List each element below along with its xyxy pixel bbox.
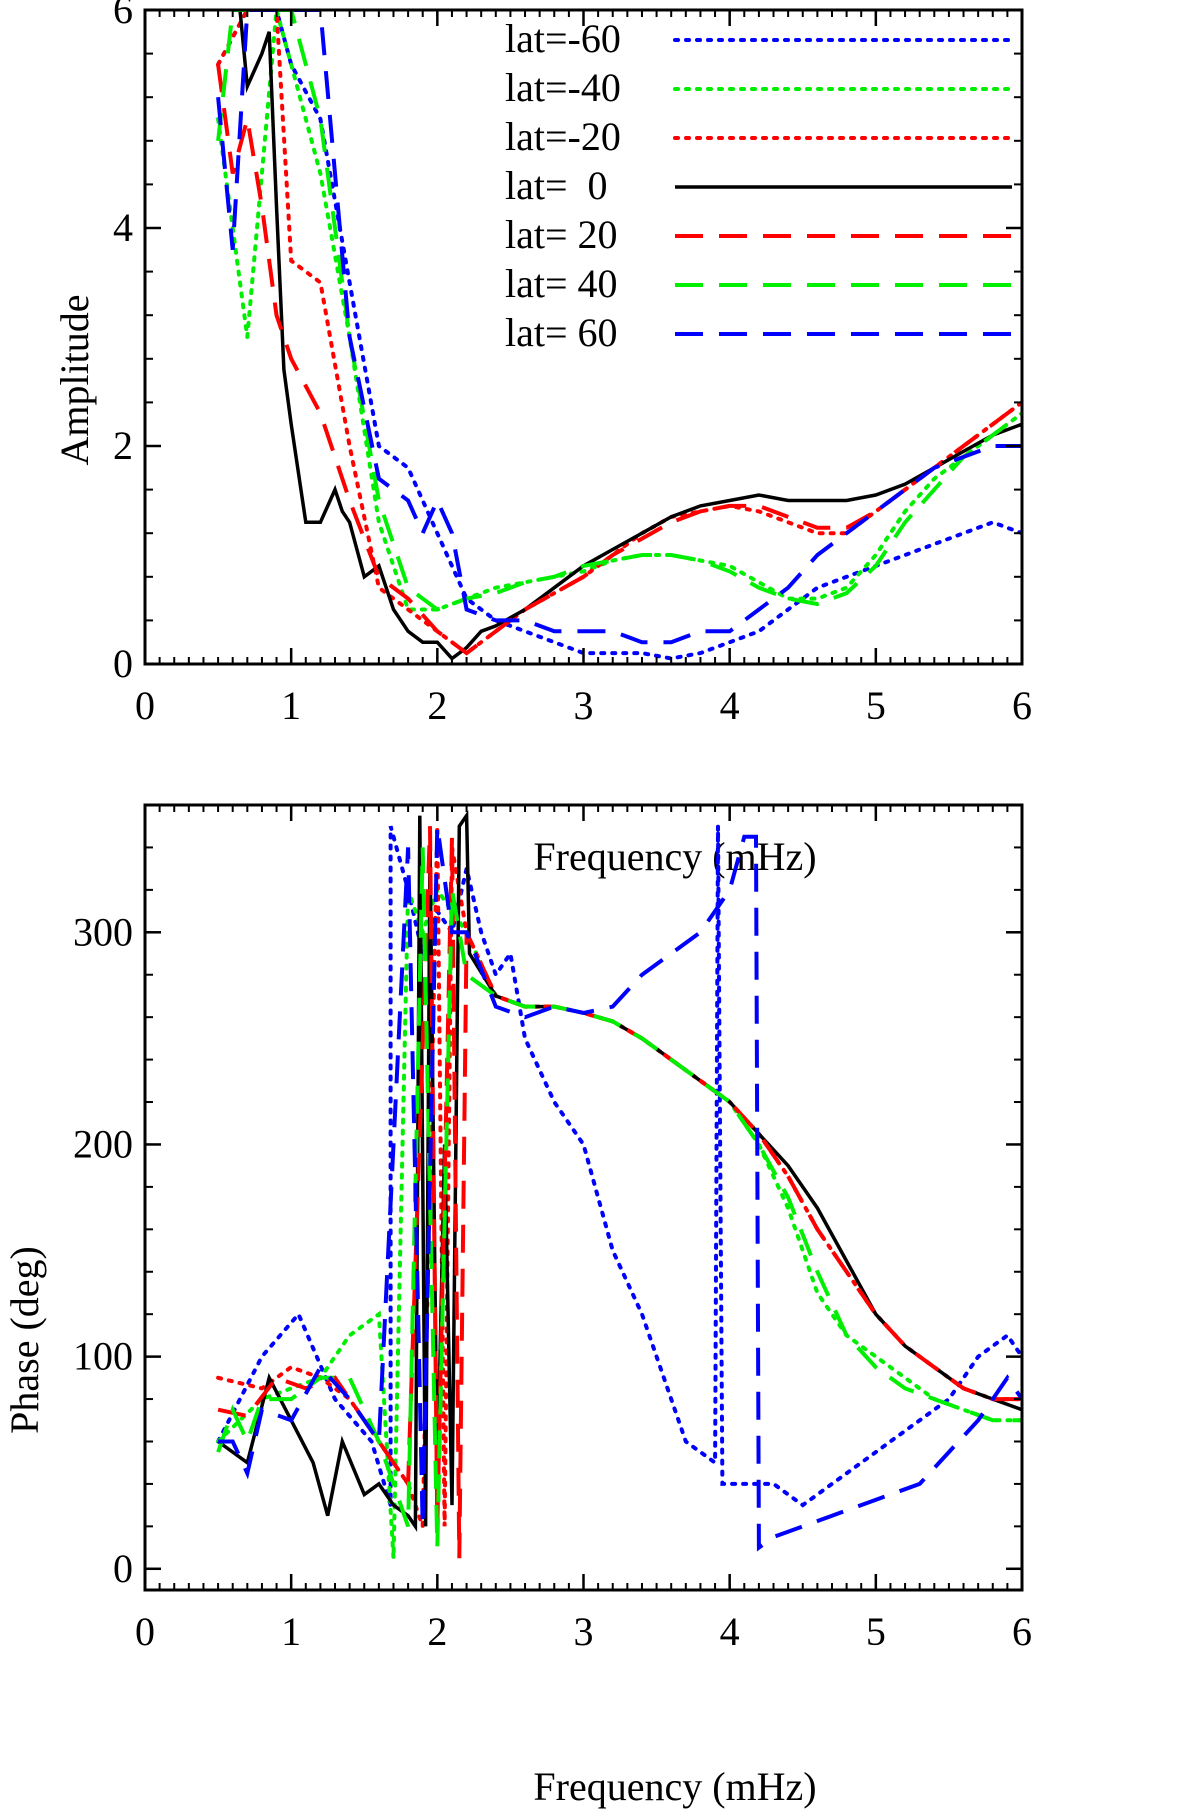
series-line-lat-40: [216, 10, 1022, 612]
y-tick-label: 0: [113, 641, 133, 686]
amplitude-panel: 0 1 2 3 4 5 6 0 2 4 6 Frequency (mHz) Amplitude la…: [52, 0, 1032, 879]
series-line-lat40: [216, 10, 1022, 612]
series-line-lat40: [216, 847, 1022, 1548]
y-tick-label: 100: [73, 1334, 133, 1379]
x-tick-label: 4: [720, 683, 740, 728]
legend-label: lat=-40: [505, 65, 621, 110]
series-line-lat20: [217, 826, 1022, 1559]
series-line-lat0: [238, 10, 1022, 661]
series-line-lat-20: [216, 826, 1022, 1528]
phase-panel: 0 1 2 3 4 5 6 0 100 200 300 Frequency (mHz) Phase …: [2, 803, 1032, 1809]
x-tick-label: 3: [574, 1609, 594, 1654]
legend-label: lat= 20: [505, 212, 618, 257]
y-tick-label: 300: [73, 909, 133, 954]
amplitude-series-layer: [216, 10, 1022, 661]
amplitude-axes: 0 1 2 3 4 5 6 0 2 4 6: [113, 0, 1032, 728]
x-tick-label: 5: [866, 1609, 886, 1654]
x-tick-label: 2: [427, 1609, 447, 1654]
y-tick-label: 2: [113, 423, 133, 468]
series-line-lat-60: [216, 825, 1022, 1508]
legend-label: lat=-20: [505, 114, 621, 159]
plot-frame: [143, 803, 1024, 1592]
phase-x-axis-title: Frequency (mHz): [533, 1764, 816, 1809]
x-tick-label: 1: [281, 1609, 301, 1654]
y-tick-label: 200: [73, 1121, 133, 1166]
amplitude-x-axis-title: Frequency (mHz): [533, 834, 816, 879]
x-tick-label: 4: [720, 1609, 740, 1654]
x-tick-label: 3: [574, 683, 594, 728]
x-tick-label: 0: [135, 1609, 155, 1654]
series-line-lat60: [216, 10, 1022, 645]
phase-series-layer: [216, 810, 1022, 1559]
legend-label: lat=-60: [505, 16, 621, 61]
y-tick-label: 6: [113, 0, 133, 32]
amplitude-y-axis-title: Amplitude: [52, 294, 97, 465]
x-tick-label: 1: [281, 683, 301, 728]
x-tick-label: 2: [427, 683, 447, 728]
x-tick-label: 0: [135, 683, 155, 728]
series-line-lat-40: [216, 885, 1022, 1559]
y-tick-label: 4: [113, 205, 133, 250]
x-tick-label: 6: [1012, 1609, 1032, 1654]
phase-axes: 0 1 2 3 4 5 6 0 100 200 300: [73, 803, 1032, 1654]
phase-y-axis-title: Phase (deg): [2, 1246, 47, 1434]
series-line-lat20: [216, 64, 1022, 656]
legend-label: lat= 40: [505, 261, 618, 306]
series-line-lat60: [218, 825, 1022, 1552]
x-tick-label: 5: [866, 683, 886, 728]
x-tick-label: 6: [1012, 683, 1032, 728]
legend-label: lat= 0: [505, 163, 608, 208]
y-tick-label: 0: [113, 1546, 133, 1591]
series-line-lat0: [217, 810, 1022, 1533]
legend-label: lat= 60: [505, 310, 618, 355]
